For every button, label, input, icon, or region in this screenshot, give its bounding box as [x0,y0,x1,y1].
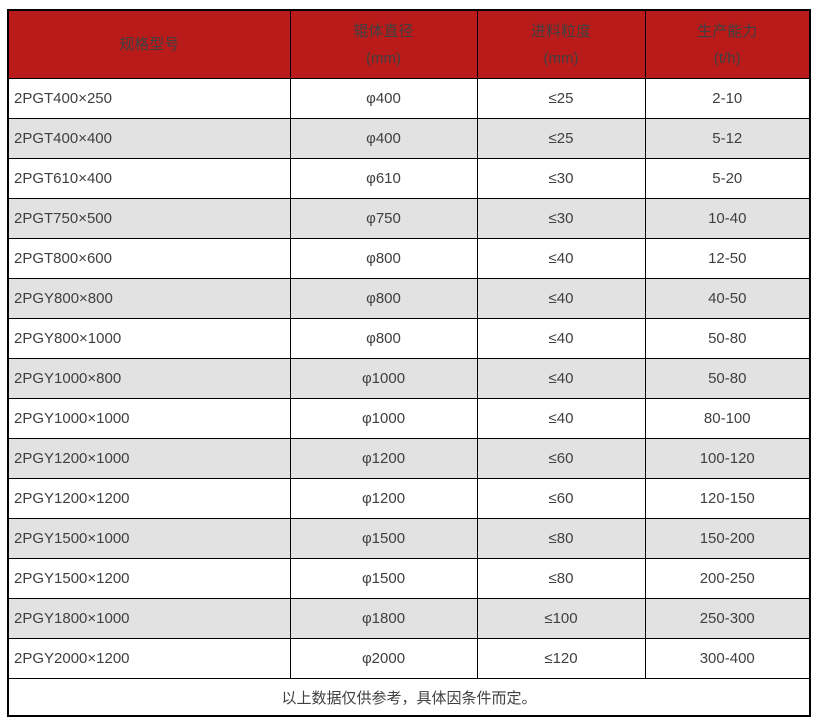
cell-diameter: φ1000 [289,358,478,399]
cell-model: 2PGY1500×1000 [7,518,291,559]
cell-capacity: 300-400 [644,638,811,679]
cell-model: 2PGT610×400 [7,158,291,199]
cell-feed-size: ≤30 [476,158,646,199]
cell-diameter: φ750 [289,198,478,239]
cell-feed-size: ≤100 [476,598,646,639]
cell-model: 2PGY800×1000 [7,318,291,359]
cell-diameter: φ610 [289,158,478,199]
cell-capacity: 5-20 [644,158,811,199]
cell-feed-size: ≤60 [476,478,646,519]
cell-feed-size: ≤30 [476,198,646,239]
table-row: 2PGT610×400 φ610 ≤30 5-20 [7,158,811,199]
cell-capacity: 200-250 [644,558,811,599]
cell-model: 2PGY1000×800 [7,358,291,399]
col-header-feed-size-unit: (mm) [543,49,579,67]
cell-diameter: φ1200 [289,438,478,479]
cell-feed-size: ≤80 [476,558,646,599]
cell-capacity: 120-150 [644,478,811,519]
col-header-feed-size: 进料粒度 (mm) [476,9,646,79]
cell-feed-size: ≤80 [476,518,646,559]
cell-capacity: 50-80 [644,318,811,359]
cell-feed-size: ≤40 [476,278,646,319]
col-header-model-title: 规格型号 [119,36,180,53]
table-row: 2PGY1000×800 φ1000 ≤40 50-80 [7,358,811,399]
cell-diameter: φ400 [289,78,478,119]
col-header-capacity-unit: (t/h) [713,49,741,67]
spec-table: 规格型号 辊体直径 (mm) 进料粒度 (mm) 生产能力 (t/h) 2PGT… [7,9,811,717]
cell-diameter: φ1500 [289,558,478,599]
cell-model: 2PGY2000×1200 [7,638,291,679]
table-row: 2PGY1200×1000 φ1200 ≤60 100-120 [7,438,811,479]
table-row: 2PGT750×500 φ750 ≤30 10-40 [7,198,811,239]
col-header-feed-size-title: 进料粒度 [530,22,591,40]
cell-diameter: φ1000 [289,398,478,439]
col-header-capacity: 生产能力 (t/h) [644,9,811,79]
cell-capacity: 40-50 [644,278,811,319]
cell-diameter: φ1200 [289,478,478,519]
cell-model: 2PGT400×400 [7,118,291,159]
col-header-diameter-unit: (mm) [366,49,401,67]
cell-feed-size: ≤120 [476,638,646,679]
header-row: 规格型号 辊体直径 (mm) 进料粒度 (mm) 生产能力 (t/h) [7,9,811,79]
cell-capacity: 2-10 [644,78,811,119]
cell-feed-size: ≤40 [476,358,646,399]
cell-feed-size: ≤60 [476,438,646,479]
table-row: 2PGY1500×1000 φ1500 ≤80 150-200 [7,518,811,559]
cell-diameter: φ800 [289,278,478,319]
cell-diameter: φ2000 [289,638,478,679]
cell-model: 2PGT400×250 [7,78,291,119]
cell-feed-size: ≤40 [476,238,646,279]
table-row: 2PGY800×800 φ800 ≤40 40-50 [7,278,811,319]
table-row: 2PGT400×400 φ400 ≤25 5-12 [7,118,811,159]
cell-model: 2PGY1800×1000 [7,598,291,639]
cell-model: 2PGY1200×1000 [7,438,291,479]
cell-diameter: φ1500 [289,518,478,559]
table-footnote: 以上数据仅供参考，具体因条件而定。 [7,678,811,717]
cell-capacity: 250-300 [644,598,811,639]
cell-model: 2PGY1500×1200 [7,558,291,599]
table-row: 2PGY1000×1000 φ1000 ≤40 80-100 [7,398,811,439]
footer-row: 以上数据仅供参考，具体因条件而定。 [7,678,811,717]
col-header-model: 规格型号 [7,9,291,79]
cell-feed-size: ≤40 [476,318,646,359]
table-row: 2PGY800×1000 φ800 ≤40 50-80 [7,318,811,359]
table-row: 2PGY1800×1000 φ1800 ≤100 250-300 [7,598,811,639]
cell-capacity: 12-50 [644,238,811,279]
cell-model: 2PGY800×800 [7,278,291,319]
cell-capacity: 50-80 [644,358,811,399]
cell-diameter: φ800 [289,318,478,359]
cell-model: 2PGY1000×1000 [7,398,291,439]
col-header-diameter-title: 辊体直径 [353,22,414,40]
cell-model: 2PGT750×500 [7,198,291,239]
cell-feed-size: ≤25 [476,118,646,159]
cell-feed-size: ≤25 [476,78,646,119]
cell-model: 2PGY1200×1200 [7,478,291,519]
cell-capacity: 5-12 [644,118,811,159]
cell-feed-size: ≤40 [476,398,646,439]
cell-capacity: 150-200 [644,518,811,559]
cell-diameter: φ400 [289,118,478,159]
table-row: 2PGY2000×1200 φ2000 ≤120 300-400 [7,638,811,679]
cell-diameter: φ1800 [289,598,478,639]
cell-capacity: 100-120 [644,438,811,479]
cell-diameter: φ800 [289,238,478,279]
cell-capacity: 80-100 [644,398,811,439]
table-row: 2PGT800×600 φ800 ≤40 12-50 [7,238,811,279]
table-row: 2PGY1500×1200 φ1500 ≤80 200-250 [7,558,811,599]
table-row: 2PGT400×250 φ400 ≤25 2-10 [7,78,811,119]
cell-capacity: 10-40 [644,198,811,239]
col-header-capacity-title: 生产能力 [697,22,758,40]
cell-model: 2PGT800×600 [7,238,291,279]
table-row: 2PGY1200×1200 φ1200 ≤60 120-150 [7,478,811,519]
col-header-diameter: 辊体直径 (mm) [289,9,478,79]
